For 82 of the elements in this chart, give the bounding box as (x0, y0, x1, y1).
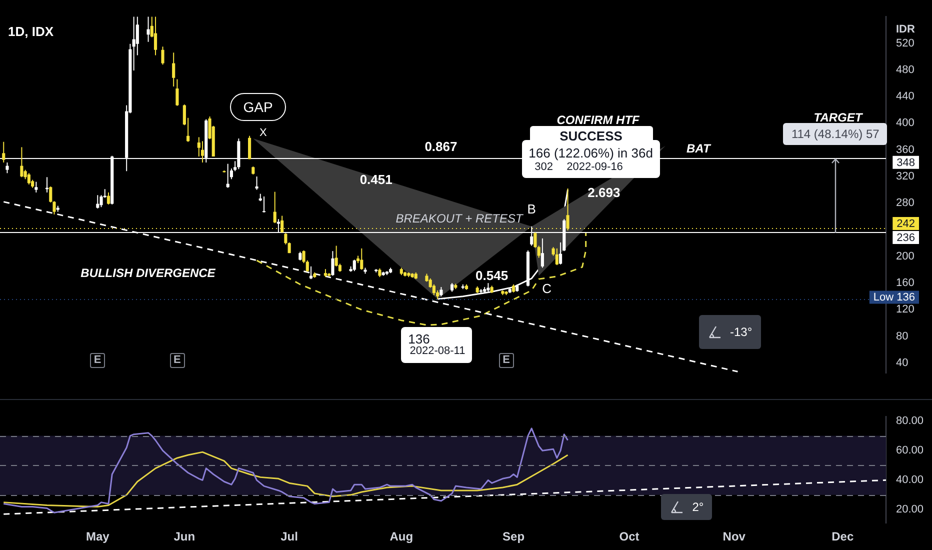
candlestick (176, 78, 179, 106)
candlestick (96, 194, 100, 209)
annotation: 0.545 (476, 268, 508, 283)
ref-line-label: Low 136 (873, 292, 916, 304)
x-tick-label: Aug (390, 530, 414, 544)
text: 1D, IDX (8, 24, 54, 40)
ref-line-label: 242 (896, 218, 916, 230)
annotation: B (527, 202, 536, 217)
candlestick (352, 259, 356, 272)
candlestick (248, 135, 252, 160)
x-tick-label: May (86, 530, 110, 544)
candlestick (255, 176, 258, 190)
y-tick-label: 360 (896, 144, 914, 156)
candlestick (262, 196, 266, 213)
y-tick-label: 320 (896, 170, 914, 183)
annotation: 2° (692, 500, 704, 514)
annotation: TARGET (814, 110, 864, 124)
annotation: 2022-08-11 (410, 344, 466, 357)
candlestick (20, 146, 24, 178)
candlestick (146, 16, 150, 42)
line-series (256, 232, 587, 326)
y-tick-label: 160 (896, 277, 914, 290)
y-tick-label: 80.00 (896, 415, 924, 428)
annotation: BULLISH DIVERGENCE (80, 266, 216, 280)
ref-line-label: 348 (896, 156, 916, 169)
candlestick (161, 46, 164, 66)
x-tick-label: Jul (280, 530, 298, 544)
candlestick (540, 238, 544, 268)
y-tick-label: 400 (896, 117, 914, 130)
y-tick-label: 40.00 (896, 474, 924, 486)
candlestick (555, 248, 558, 266)
annotation: GAP (243, 98, 273, 115)
x-tick-label: Dec (832, 530, 854, 544)
y-tick-label: 80 (896, 330, 908, 342)
annotation: 0.451 (360, 172, 392, 187)
annotation: E (502, 354, 510, 366)
y-tick-label: 60.00 (896, 444, 924, 457)
candlestick (273, 191, 276, 224)
annotation: C (542, 280, 552, 296)
y-axis-title: IDR (896, 24, 915, 36)
x-tick-label: Nov (722, 530, 746, 544)
candlestick (132, 16, 136, 72)
annotation: 0.867 (424, 138, 458, 154)
annotation: 166 (122.06%) in 36d (528, 146, 653, 160)
candlestick (6, 162, 9, 174)
annotation: X (259, 127, 268, 140)
candlestick (154, 16, 158, 56)
annotation: 302 (534, 160, 553, 172)
candlestick (284, 232, 288, 245)
annotation: SUCCESS (560, 128, 622, 144)
ref-line-label: 236 (896, 232, 916, 244)
y-tick-label: 440 (896, 90, 914, 103)
candlestick (34, 181, 38, 193)
y-tick-label: 280 (896, 197, 914, 210)
annotation: BREAKOUT + RETEST (396, 211, 524, 226)
annotation: E (94, 354, 102, 366)
annotation: -13° (730, 325, 752, 339)
candlestick (331, 250, 334, 276)
annotation: 114 (48.14%) 57 (791, 126, 880, 141)
annotation: 2.693 (588, 185, 620, 200)
x-tick-label: Oct (619, 530, 640, 544)
annotation: CONFIRM HTF (556, 113, 640, 128)
annotation: BAT (686, 142, 712, 156)
x-tick-label: Sep (502, 530, 525, 544)
x-tick-label: Jun (174, 530, 196, 544)
candlestick (106, 192, 110, 205)
y-tick-label: 520 (896, 37, 914, 50)
candlestick (200, 140, 204, 163)
candlestick (172, 52, 176, 88)
candlestick (2, 141, 6, 163)
annotation: 2022-09-16 (566, 160, 623, 172)
annotation: E (174, 354, 181, 366)
annotation: 136 (408, 332, 430, 347)
candlestick (309, 266, 313, 280)
y-tick-label: 120 (896, 304, 914, 316)
y-tick-label: 20.00 (896, 504, 924, 516)
candlestick (27, 172, 30, 185)
candlestick (440, 286, 443, 297)
candlestick (360, 248, 364, 270)
y-tick-label: 480 (896, 64, 914, 76)
y-tick-label: 200 (896, 250, 914, 262)
y-tick-label: 40 (896, 357, 908, 370)
